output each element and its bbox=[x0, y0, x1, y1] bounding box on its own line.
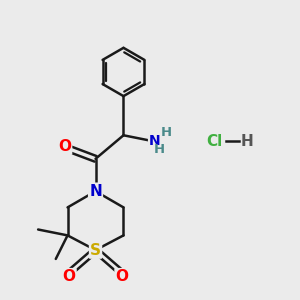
Text: N: N bbox=[148, 134, 160, 148]
Text: Cl: Cl bbox=[207, 134, 223, 149]
Text: O: O bbox=[62, 269, 76, 284]
Text: O: O bbox=[116, 269, 128, 284]
Text: S: S bbox=[90, 243, 101, 258]
Text: H: H bbox=[160, 126, 172, 140]
Text: O: O bbox=[58, 139, 71, 154]
Text: H: H bbox=[153, 143, 164, 156]
Text: H: H bbox=[240, 134, 253, 149]
Text: N: N bbox=[89, 184, 102, 199]
